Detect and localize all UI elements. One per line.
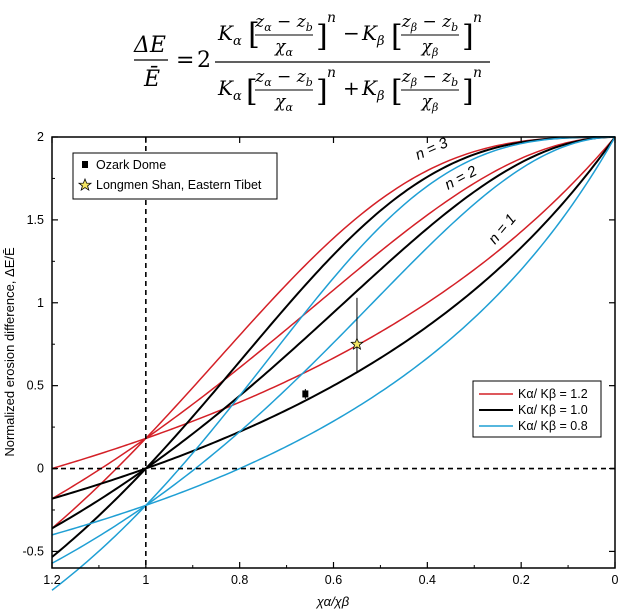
equation-numerator-den2: χβ	[421, 37, 439, 59]
reference-lines	[52, 137, 615, 568]
equation: ΔE Ē = 2 Kα [ zα − zb χα ] n − Kβ [ zβ −…	[133, 10, 490, 114]
curve-ratio-0-8-n2	[51, 136, 616, 564]
equation-num-bracket2-open: [	[391, 19, 403, 54]
equation-den-den2: χβ	[421, 92, 439, 114]
equation-den-k1: Kα	[217, 76, 242, 104]
equation-den-frac2: zβ − zb	[401, 67, 458, 89]
legend-ozark-label: Ozark Dome	[96, 158, 166, 172]
legend-longmen-label: Longmen Shan, Eastern Tibet	[96, 178, 262, 192]
y-tick-label: -0.5	[22, 544, 44, 558]
equation-num-minus: −	[343, 21, 360, 45]
equation-lhs-numerator: ΔE	[133, 33, 166, 58]
equation-equals: =	[176, 48, 194, 73]
equation-den-den1: χα	[274, 92, 293, 114]
plot-frame	[51, 136, 616, 569]
equation-num-exp2: n	[473, 10, 482, 26]
equation-den-bracket2-open: [	[391, 74, 403, 109]
legend-ratio-0-8-label: Kα/ Kβ = 0.8	[518, 419, 588, 433]
equation-num-bracket2-close: ]	[462, 19, 474, 54]
x-tick-label: 0.4	[419, 573, 436, 587]
equation-numerator-frac1: zα − zb	[254, 12, 312, 34]
y-axis-label: Normalized erosion difference, ΔE/Ē	[2, 247, 17, 457]
curve-ratio-1-n3	[51, 136, 615, 558]
equation-den-bracket1-open: [	[246, 74, 258, 109]
x-tick-label: 0.8	[231, 573, 248, 587]
equation-den-bracket1-close: ]	[316, 74, 328, 109]
equation-coefficient: 2	[197, 48, 211, 73]
y-tick-label: 1.5	[27, 213, 44, 227]
legend-ozark-marker	[82, 161, 88, 168]
y-tick-label: 0	[37, 462, 44, 476]
model-curves	[51, 136, 616, 591]
legend-points: Ozark Dome Longmen Shan, Eastern Tibet	[72, 152, 278, 200]
equation-den-plus: +	[343, 76, 360, 100]
plot: 1.2 1 0.8 0.6 0.4 0.2 0 2 1.5 1 0.5 0 -0.5 χα/χβ Nor…	[2, 130, 619, 609]
curve-label-n1: n = 1	[485, 211, 520, 248]
legend-ratio-1-0-label: Kα/ Kβ = 1.0	[518, 403, 588, 417]
curve-ratio-0-8-n3	[51, 136, 615, 591]
equation-numerator: Kα [	[217, 17, 260, 52]
equation-num-exp1: n	[327, 10, 336, 26]
x-tick-label: 0.6	[325, 573, 342, 587]
equation-den-k2: Kβ	[361, 76, 384, 104]
x-tick-label: 1.2	[43, 573, 60, 587]
data-points	[302, 297, 364, 399]
equation-den-bracket2-close: ]	[462, 74, 474, 109]
x-tick-label: 1	[142, 573, 149, 587]
legend-ratio-1-2-label: Kα/ Kβ = 1.2	[518, 387, 588, 401]
legend-longmen-marker	[77, 177, 93, 192]
curve-label-n2: n = 2	[442, 162, 480, 193]
x-axis-label: χα/χβ	[316, 594, 350, 609]
equation-den-frac1: zα − zb	[254, 67, 312, 89]
y-tick-label: 2	[37, 130, 44, 144]
y-tick-label: 0.5	[27, 379, 44, 393]
equation-numerator-den1: χα	[274, 37, 293, 59]
y-tick-label: 1	[37, 296, 44, 310]
curve-label-n3: n = 3	[413, 134, 451, 164]
axis-ticks: 1.2 1 0.8 0.6 0.4 0.2 0 2 1.5 1 0.5 0 -0.5	[22, 130, 618, 587]
point-ozark-dome	[302, 390, 309, 398]
equation-num-k2: Kβ	[361, 21, 384, 49]
point-longmen-shan	[350, 337, 364, 350]
legend-points-box	[72, 152, 278, 200]
equation-numerator-frac2: zβ − zb	[401, 12, 458, 34]
equation-den-exp2: n	[473, 65, 482, 81]
x-tick-label: 0	[612, 573, 619, 587]
x-tick-label: 0.2	[512, 573, 529, 587]
legend-ratios: Kα/ Kβ = 1.2 Kα/ Kβ = 1.0 Kα/ Kβ = 0.8	[472, 380, 602, 438]
equation-num-bracket1-close: ]	[316, 19, 328, 54]
equation-den-exp1: n	[327, 65, 336, 81]
equation-lhs-denominator: Ē	[143, 66, 160, 92]
